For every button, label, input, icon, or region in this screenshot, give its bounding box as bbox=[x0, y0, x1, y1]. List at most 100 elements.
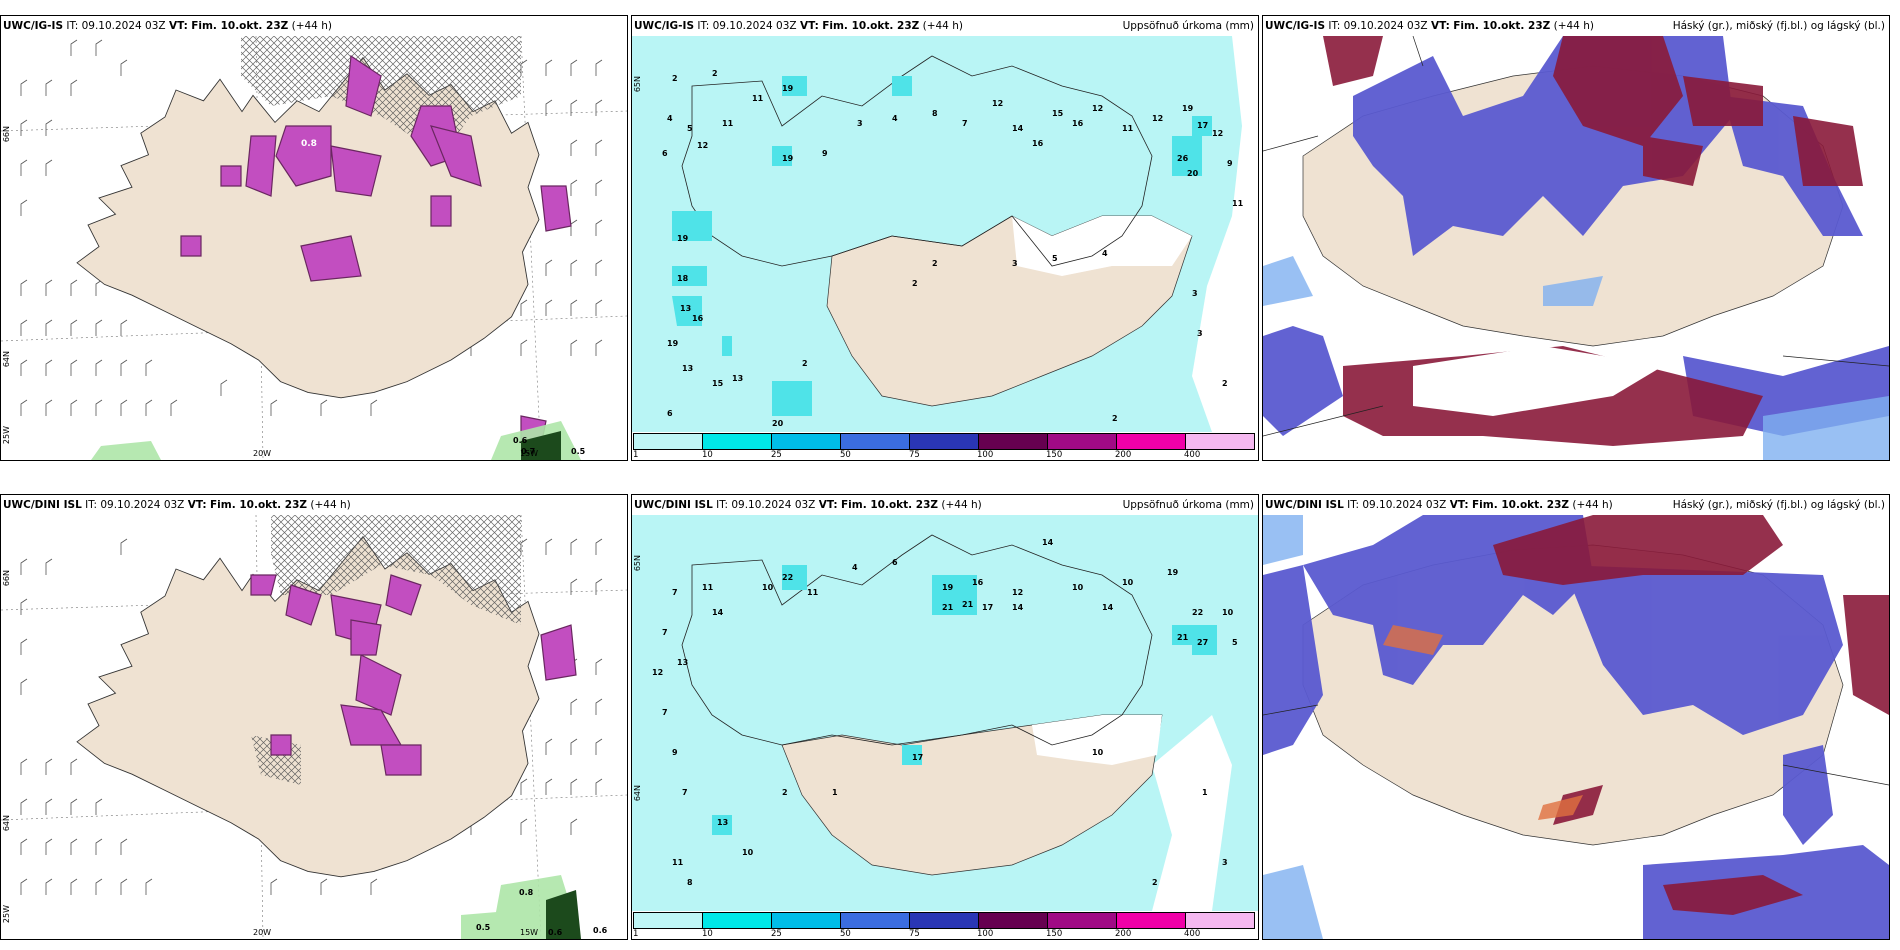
precip-value: 8 bbox=[687, 878, 693, 887]
legend-tick: 10 bbox=[702, 450, 713, 460]
precip-value: 12 bbox=[1012, 588, 1023, 597]
legend-tick: 10 bbox=[702, 929, 713, 939]
precip-value: 6 bbox=[892, 558, 898, 567]
legend-tick: 1 bbox=[633, 450, 639, 460]
valid-time: Fim. 10.okt. 23Z bbox=[191, 20, 289, 32]
precip-value: 18 bbox=[677, 274, 689, 283]
vt-label: VT: bbox=[1430, 20, 1450, 32]
precip-value: 7 bbox=[672, 588, 678, 597]
legend-swatch bbox=[841, 434, 910, 449]
precip-value: 7 bbox=[962, 119, 968, 128]
legend-bar bbox=[633, 433, 1255, 450]
panel-header: UWC/DINI ISL IT: 09.10.2024 03Z VT: Fim.… bbox=[1, 495, 627, 515]
precip-value: 12 bbox=[1212, 129, 1223, 138]
init-time: IT: 09.10.2024 03Z bbox=[85, 499, 185, 511]
legend-swatch bbox=[1048, 434, 1117, 449]
legend-swatch bbox=[1186, 913, 1254, 928]
precip-values: 2 2 4 5 6 12 11 11 19 19 9 3 4 8 7 12 14… bbox=[662, 69, 1244, 428]
precip-value: 19 bbox=[677, 234, 689, 243]
precip-value: 13 bbox=[732, 374, 743, 383]
snow-map: 0.8 0.5 0.6 0.6 bbox=[1, 515, 627, 939]
precip-map-panel-bottom: UWC/DINI ISL IT: 09.10.2024 03Z VT: Fim.… bbox=[631, 494, 1259, 940]
lead-time: (+44 h) bbox=[310, 499, 351, 511]
precip-value: 12 bbox=[1092, 104, 1103, 113]
precip-value: 22 bbox=[782, 573, 793, 582]
grid-lines bbox=[1263, 704, 1889, 786]
precip-value: 7 bbox=[682, 788, 688, 797]
panel-title: Uppsöfnuð úrkoma (mm) bbox=[1122, 20, 1254, 32]
snow-value: 0.7 bbox=[521, 447, 535, 456]
precip-value: 22 bbox=[1192, 608, 1203, 617]
precip-value: 19 bbox=[942, 583, 954, 592]
legend-tick: 75 bbox=[909, 450, 920, 460]
valid-time: Fim. 10.okt. 23Z bbox=[840, 499, 939, 511]
panel-title: Háský (gr.), miðský (fj.bl.) og lágský (… bbox=[1672, 499, 1885, 511]
precip-value: 16 bbox=[692, 314, 704, 323]
legend-tick: 50 bbox=[840, 450, 851, 460]
legend-tick: 1 bbox=[633, 929, 639, 939]
precip-value: 19 bbox=[1167, 568, 1179, 577]
low-cloud bbox=[1263, 515, 1323, 939]
precip-value: 10 bbox=[1122, 578, 1134, 587]
precip-value: 12 bbox=[697, 141, 708, 150]
init-time: IT: 09.10.2024 03Z bbox=[716, 499, 816, 511]
panel-header: UWC/IG-IS IT: 09.10.2024 03Z VT: Fim. 10… bbox=[632, 16, 1258, 36]
precip-value: 15 bbox=[1052, 109, 1064, 118]
model-name: UWC/IG-IS bbox=[1265, 20, 1326, 32]
legend-swatch bbox=[634, 913, 703, 928]
precip-value: 10 bbox=[1072, 583, 1084, 592]
precip-value: 2 bbox=[782, 788, 788, 797]
precip-value: 11 bbox=[752, 94, 764, 103]
snow-value: 0.6 bbox=[593, 926, 608, 935]
grid-lines bbox=[1263, 36, 1889, 437]
precip-value: 17 bbox=[912, 753, 923, 762]
precip-value: 17 bbox=[1197, 121, 1208, 130]
lead-time: (+44 h) bbox=[941, 499, 982, 511]
precip-value: 11 bbox=[1232, 199, 1244, 208]
precip-value: 14 bbox=[1042, 538, 1054, 547]
model-name: UWC/DINI ISL bbox=[1265, 499, 1344, 511]
lat-label: 64N bbox=[2, 815, 11, 832]
panel-title: Háský (gr.), miðský (fj.bl.) og lágský (… bbox=[1672, 20, 1885, 32]
model-name: UWC/DINI ISL bbox=[634, 499, 713, 511]
init-time: IT: 09.10.2024 03Z bbox=[697, 20, 797, 32]
precip-value: 13 bbox=[682, 364, 693, 373]
precip-value: 15 bbox=[712, 379, 724, 388]
precip-value: 21 bbox=[942, 603, 954, 612]
legend-swatch bbox=[841, 913, 910, 928]
vt-label: VT: bbox=[1449, 499, 1469, 511]
legend-swatch bbox=[772, 434, 841, 449]
legend-swatch bbox=[910, 434, 979, 449]
precip-value: 3 bbox=[1012, 259, 1018, 268]
valid-time: Fim. 10.okt. 23Z bbox=[209, 499, 308, 511]
precip-value: 4 bbox=[1102, 249, 1108, 258]
snow-map-panel-bottom: UWC/DINI ISL IT: 09.10.2024 03Z VT: Fim.… bbox=[0, 494, 628, 940]
snow-map-panel-top: UWC/IG-IS IT: 09.10.2024 03Z VT: Fim. 10… bbox=[0, 15, 628, 461]
precip-value: 19 bbox=[782, 84, 794, 93]
precip-value: 3 bbox=[1222, 858, 1228, 867]
snow-field bbox=[250, 574, 577, 776]
panel-header: UWC/DINI ISL IT: 09.10.2024 03Z VT: Fim.… bbox=[1263, 495, 1889, 515]
dry-area bbox=[1012, 216, 1192, 276]
cloud-map bbox=[1263, 36, 1889, 460]
vt-label: VT: bbox=[187, 499, 207, 511]
precip-value: 2 bbox=[912, 279, 918, 288]
precip-value: 6 bbox=[662, 149, 668, 158]
precip-value: 5 bbox=[687, 124, 693, 133]
precip-value: 11 bbox=[702, 583, 714, 592]
legend-tick: 400 bbox=[1184, 929, 1201, 939]
legend-tick: 100 bbox=[977, 929, 994, 939]
precip-value: 10 bbox=[1222, 608, 1234, 617]
high-cloud bbox=[1493, 515, 1889, 915]
low-cloud bbox=[1263, 256, 1889, 460]
cloud-map-panel-top: UWC/IG-IS IT: 09.10.2024 03Z VT: Fim. 10… bbox=[1262, 15, 1890, 461]
precip-value: 3 bbox=[1192, 289, 1198, 298]
precip-value: 14 bbox=[1102, 603, 1114, 612]
lon-label: 20W bbox=[253, 928, 272, 937]
precip-value: 4 bbox=[892, 114, 898, 123]
clear-sky bbox=[1263, 715, 1889, 875]
vt-label: VT: bbox=[818, 499, 838, 511]
init-time: IT: 09.10.2024 03Z bbox=[66, 20, 166, 32]
legend-tick: 150 bbox=[1046, 929, 1063, 939]
panel-header: UWC/DINI ISL IT: 09.10.2024 03Z VT: Fim.… bbox=[632, 495, 1258, 515]
